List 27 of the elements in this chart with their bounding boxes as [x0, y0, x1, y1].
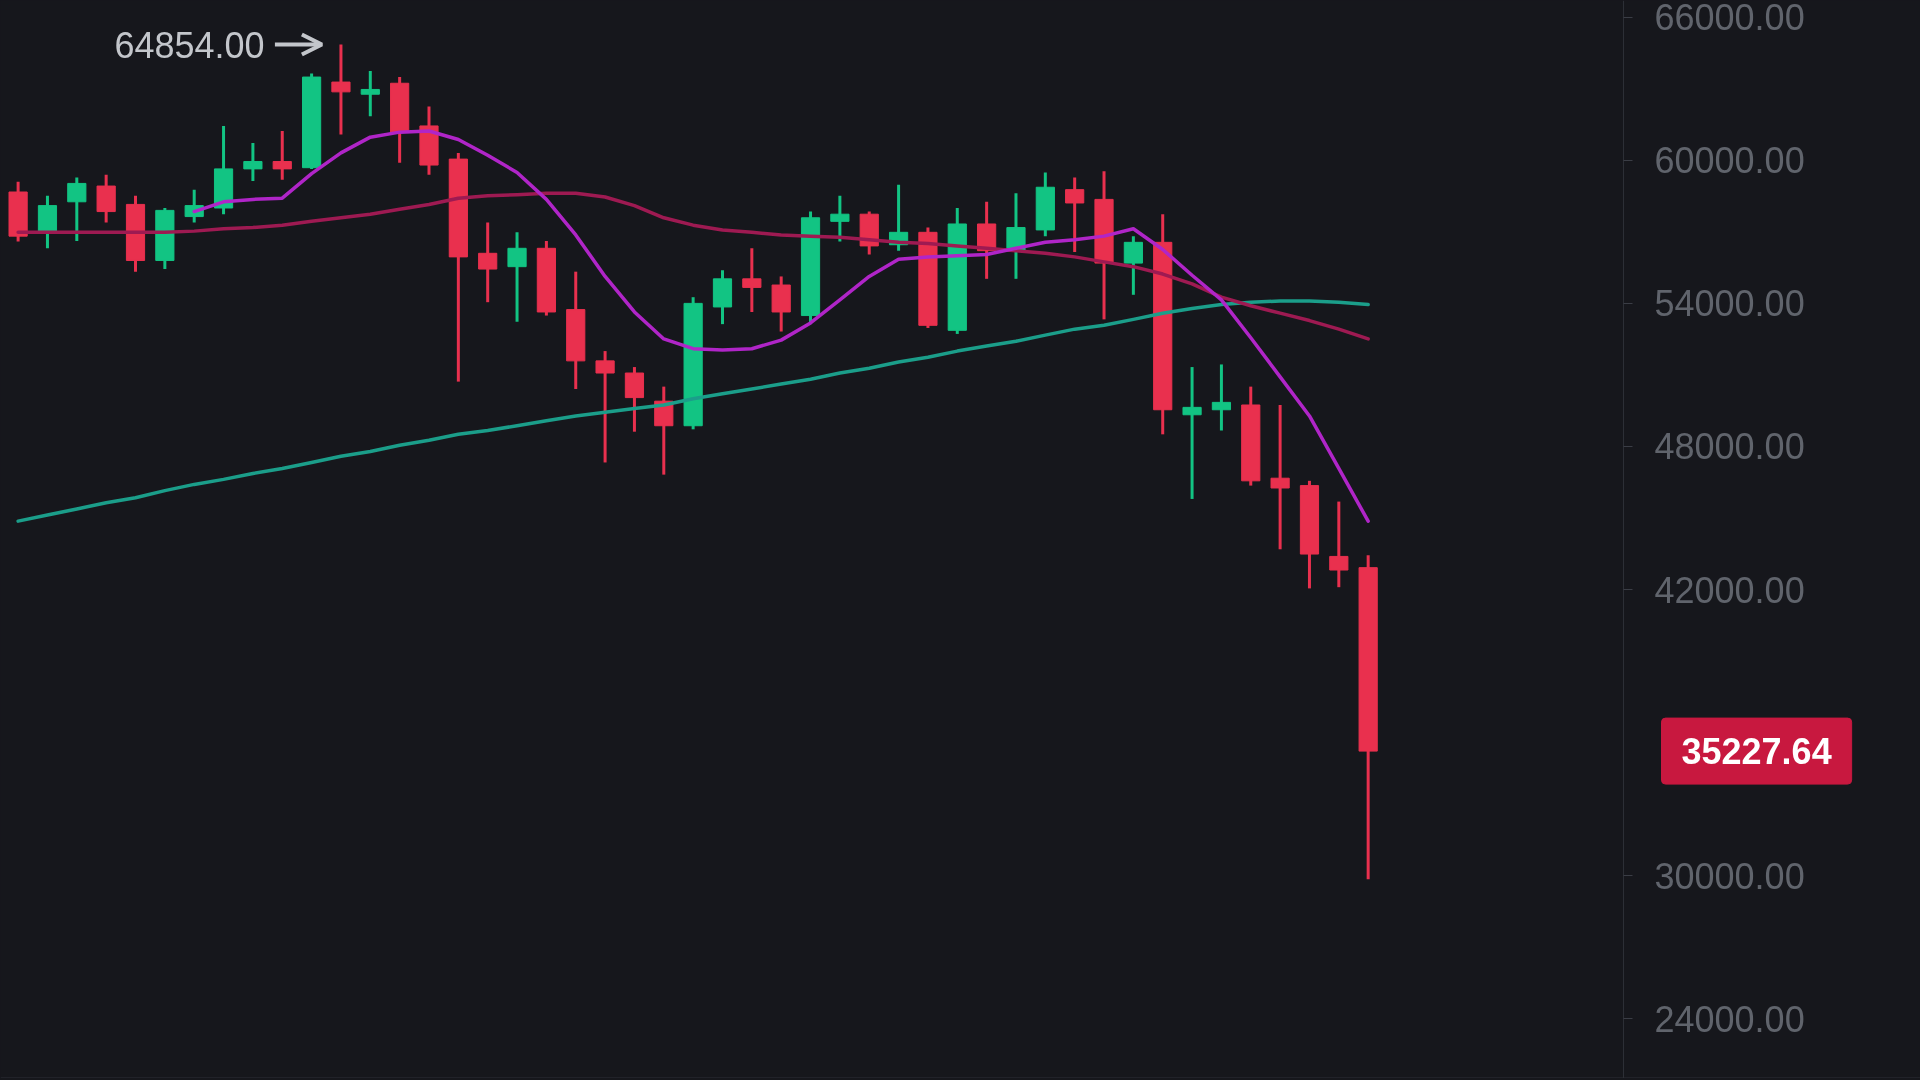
candlestick: [272, 130, 292, 180]
candlestick: [1270, 404, 1290, 550]
y-tick-label: 66000.00: [1654, 0, 1805, 39]
candlestick: [331, 44, 351, 135]
candlestick: [360, 71, 380, 118]
y-tick-label: 42000.00: [1654, 569, 1805, 611]
candlestick: [67, 177, 87, 241]
candlestick: [1211, 364, 1232, 431]
candlestick: [1329, 501, 1349, 589]
candlestick: [1182, 367, 1202, 499]
y-tick-label: 54000.00: [1654, 283, 1805, 325]
candlestick: [1065, 177, 1085, 253]
y-tick-label: 24000.00: [1654, 998, 1805, 1040]
candlestick: [478, 222, 498, 304]
line-series: [16, 191, 1370, 341]
candlestick: [1123, 236, 1143, 295]
y-tick-label: 48000.00: [1654, 426, 1805, 468]
candlestick: [243, 143, 263, 182]
y-tick-label: 60000.00: [1654, 140, 1805, 182]
text: 35227.64: [1681, 731, 1832, 773]
line-series: [16, 299, 1370, 523]
candlestick: [742, 248, 762, 312]
annotation: 64854.00: [114, 24, 265, 66]
candlestick: [830, 194, 850, 242]
candlestick: [507, 232, 527, 322]
candlestick: [595, 351, 615, 463]
y-tick-label: 30000.00: [1654, 855, 1805, 897]
